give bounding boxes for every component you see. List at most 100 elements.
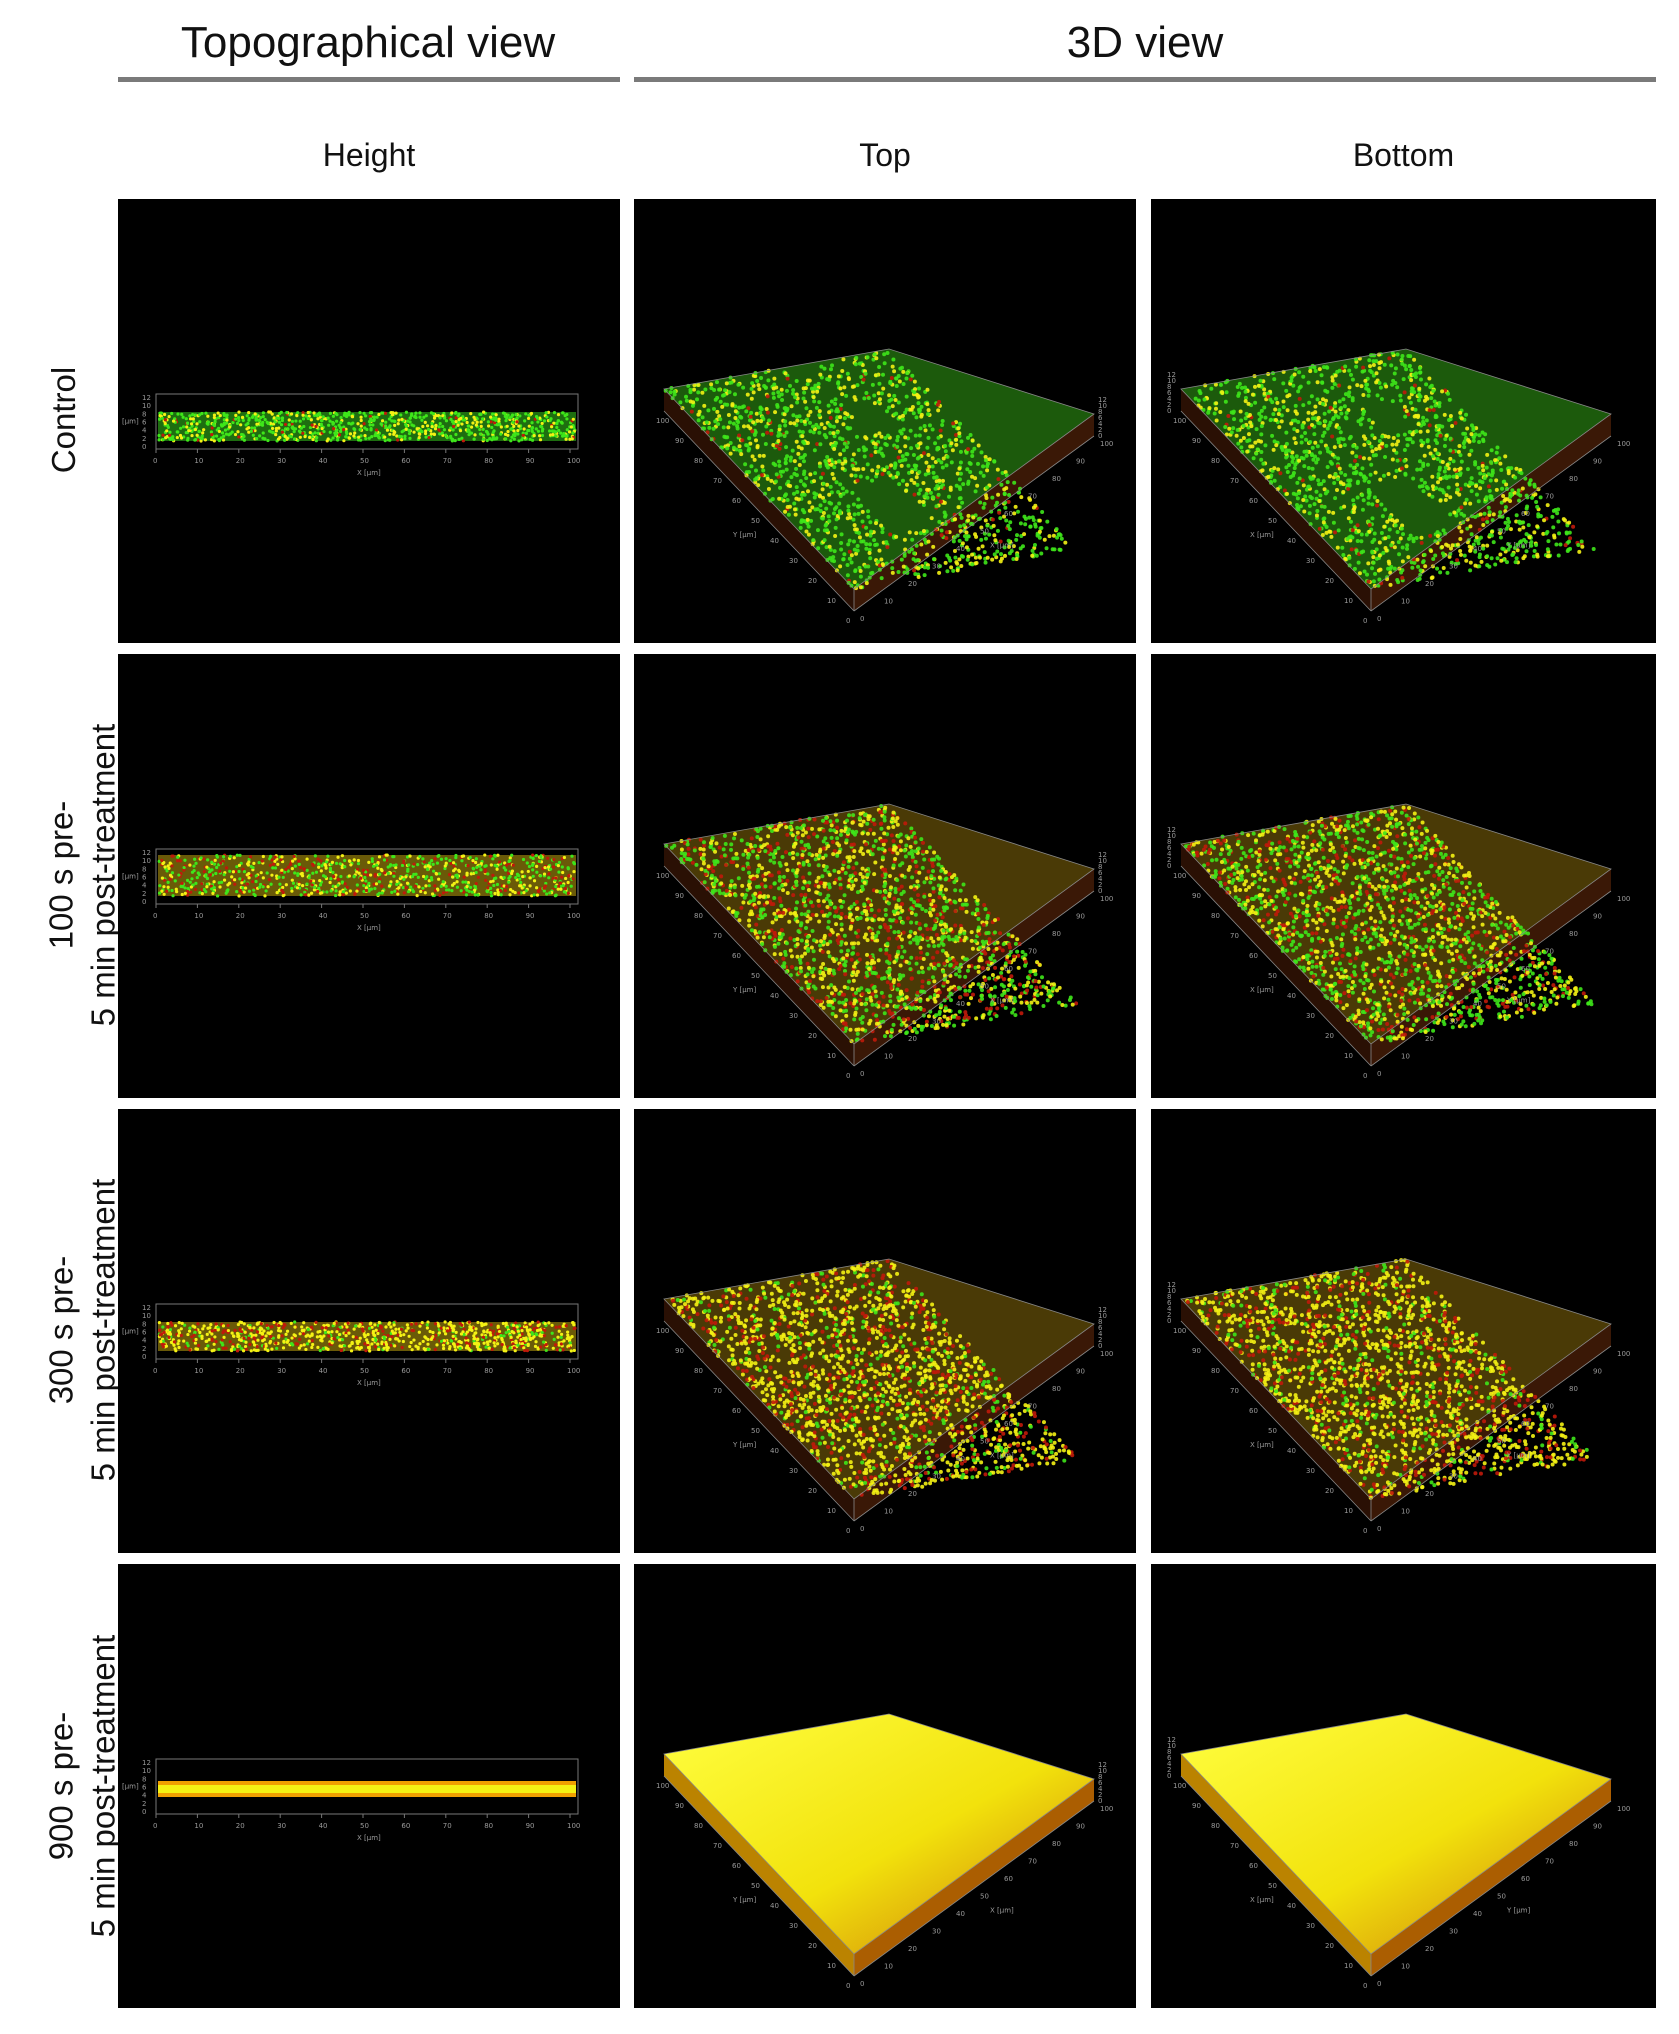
tick-label: 90 — [1192, 1802, 1201, 1810]
z-tick-label: 2 — [1098, 426, 1102, 434]
tick-label: 80 — [694, 912, 703, 920]
x-tick-label: 70 — [443, 1367, 452, 1375]
tick-label: 40 — [770, 1902, 779, 1910]
z-tick-label: 10 — [142, 1767, 151, 1775]
x-tick-label: 80 — [484, 1822, 493, 1830]
tick-label: 30 — [932, 1473, 941, 1481]
tick-label: 70 — [1230, 1387, 1239, 1395]
tick-label: 60 — [1004, 1875, 1013, 1883]
z-tick-label: 2 — [142, 1800, 146, 1808]
tick-label: 40 — [1287, 1447, 1296, 1455]
tick-label: 60 — [1521, 510, 1530, 518]
tick-label: 40 — [1287, 537, 1296, 545]
tick-label: 0 — [1377, 1070, 1381, 1078]
x-tick-label: 100 — [567, 1822, 580, 1830]
tick-label: 90 — [1593, 1823, 1602, 1831]
tick-label: 10 — [1401, 1508, 1410, 1516]
z-tick-label: 12 — [142, 394, 151, 402]
tick-label: 40 — [1473, 545, 1482, 553]
tick-label: 60 — [732, 1862, 741, 1870]
z-tick-label: 12 — [1098, 851, 1107, 859]
tick-label: 60 — [1004, 510, 1013, 518]
z-tick-label: 4 — [142, 882, 147, 890]
tick-label: 20 — [908, 1945, 917, 1953]
tick-label: 50 — [1497, 528, 1506, 536]
panel-bottom-row-1: 100 0 90 10 80 20 70 30 60 40 50 50 40 60 30 70 20 80 10 90… — [1151, 199, 1656, 643]
z-tick-label: 4 — [1098, 875, 1103, 883]
z-tick-label: 12 — [1098, 396, 1107, 404]
tick-label: 80 — [1052, 930, 1061, 938]
z-tick-label: 6 — [1098, 1324, 1103, 1332]
z-tick-label: 8 — [1167, 1748, 1171, 1756]
panel-height-row-2: 12 10 8 6 4 2 0 [µm] 0 10 20 30 40 50 60 70 80 90 100 X [µm… — [118, 654, 620, 1098]
tick-label: 50 — [980, 983, 989, 991]
x-axis-label: X [µm] — [357, 1834, 381, 1842]
tick-label: 50 — [751, 972, 760, 980]
z-tick-label: 2 — [1167, 856, 1171, 864]
tick-label: 20 — [1325, 1942, 1334, 1950]
z-tick-label: 12 — [1098, 1306, 1107, 1314]
panel-height-row-4: 12 10 8 6 4 2 0 [µm] 0 10 20 30 40 50 60 70 80 90 100 X [µm… — [118, 1564, 620, 2008]
tick-label: 10 — [884, 598, 893, 606]
z-tick-label: 8 — [1098, 1773, 1102, 1781]
x-axis-label: X [µm] — [990, 542, 1014, 550]
z-tick-label: 2 — [1098, 1791, 1102, 1799]
z-tick-label: 2 — [142, 1345, 146, 1353]
tick-label: 0 — [846, 1072, 850, 1080]
tick-label: 90 — [1593, 1368, 1602, 1376]
tick-label: 70 — [713, 477, 722, 485]
tick-label: 0 — [1363, 617, 1367, 625]
z-axis-label: [µm] — [122, 1783, 139, 1791]
x-tick-label: 100 — [567, 912, 580, 920]
tick-label: 80 — [1211, 457, 1220, 465]
z-tick-label: 8 — [142, 1775, 146, 1783]
tick-label: 40 — [956, 1455, 965, 1463]
x-tick-label: 40 — [319, 1822, 328, 1830]
tick-label: 20 — [1425, 1945, 1434, 1953]
z-tick-label: 2 — [1098, 1336, 1102, 1344]
x-tick-label: 0 — [153, 1367, 157, 1375]
tick-label: 70 — [1545, 1858, 1554, 1866]
tick-label: 100 — [1100, 1805, 1113, 1813]
x-tick-label: 10 — [194, 1367, 203, 1375]
tick-label: 100 — [656, 417, 669, 425]
z-tick-label: 10 — [1167, 377, 1176, 385]
x-tick-label: 90 — [526, 1367, 535, 1375]
z-tick-label: 0 — [142, 898, 146, 906]
tick-label: 30 — [932, 1928, 941, 1936]
tick-label: 100 — [656, 1782, 669, 1790]
z-tick-label: 4 — [142, 1792, 147, 1800]
tick-label: 100 — [656, 1327, 669, 1335]
tick-label: 50 — [980, 1893, 989, 1901]
tick-label: 50 — [1268, 1882, 1277, 1890]
x-tick-label: 30 — [277, 1367, 286, 1375]
x-tick-label: 90 — [526, 457, 535, 465]
x-tick-label: 30 — [277, 457, 286, 465]
tick-label: 0 — [1377, 1980, 1381, 1988]
tick-label: 100 — [1173, 872, 1186, 880]
x-axis-label: Y [µm] — [1506, 1452, 1531, 1460]
x-tick-label: 40 — [319, 457, 328, 465]
z-tick-label: 6 — [142, 419, 147, 427]
x-tick-label: 20 — [236, 457, 245, 465]
tick-label: 100 — [1100, 440, 1113, 448]
tick-label: 60 — [1249, 497, 1258, 505]
tick-label: 20 — [1325, 1032, 1334, 1040]
tick-label: 60 — [1004, 1420, 1013, 1428]
z-tick-label: 6 — [1098, 414, 1103, 422]
tick-label: 10 — [1401, 1963, 1410, 1971]
tick-label: 0 — [860, 1525, 864, 1533]
z-tick-label: 6 — [142, 874, 147, 882]
z-tick-label: 0 — [1167, 1772, 1171, 1780]
tick-label: 80 — [694, 1822, 703, 1830]
tick-label: 30 — [789, 1922, 798, 1930]
column-header-height: Height — [322, 137, 416, 173]
panel-top-row-3: 100 0 90 10 80 20 70 30 60 40 50 50 40 60 30 70 20 80 10 90… — [634, 1109, 1136, 1553]
y-axis-label: X [µm] — [1250, 1896, 1274, 1904]
panel-bottom-row-3: 100 0 90 10 80 20 70 30 60 40 50 50 40 60 30 70 20 80 10 90… — [1151, 1109, 1656, 1553]
tick-label: 90 — [675, 1802, 684, 1810]
tick-label: 20 — [808, 1487, 817, 1495]
tick-label: 70 — [1230, 932, 1239, 940]
tick-label: 100 — [656, 872, 669, 880]
tick-label: 60 — [1521, 965, 1530, 973]
